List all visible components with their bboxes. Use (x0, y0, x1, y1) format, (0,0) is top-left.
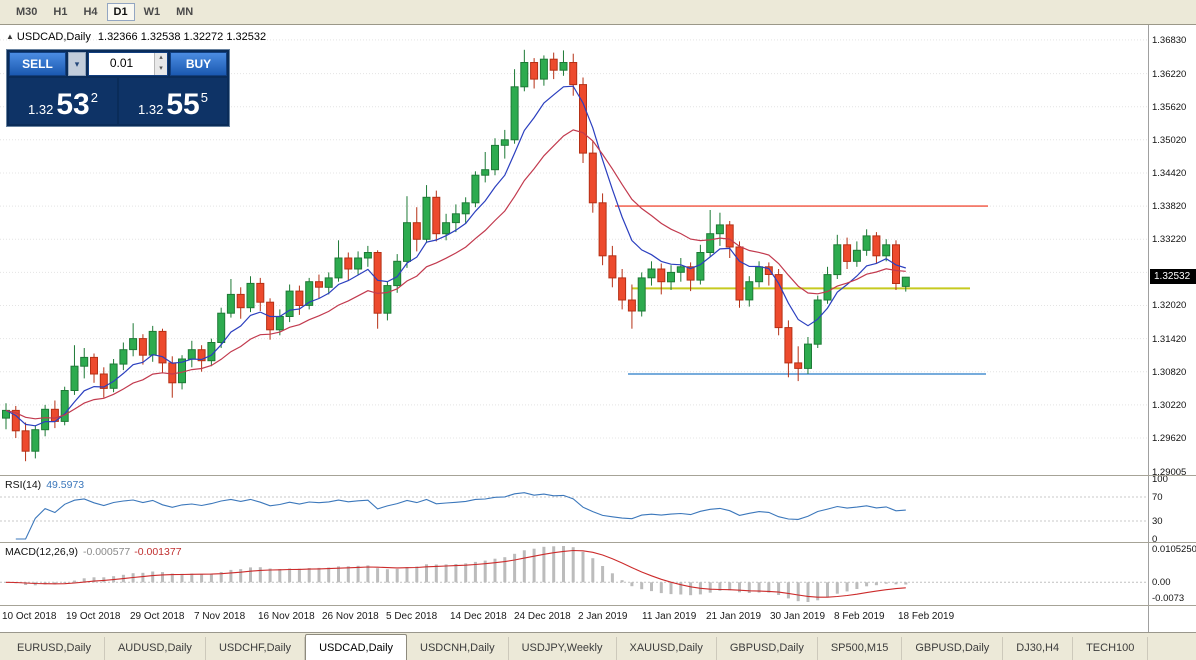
lot-size-field[interactable]: 0.01 ▴ ▾ (88, 52, 168, 76)
chart-tab-xauusd-daily[interactable]: XAUUSD,Daily (617, 637, 717, 660)
rsi-label: RSI(14) 49.5973 (5, 479, 84, 491)
date-axis-label: 5 Dec 2018 (386, 611, 438, 622)
date-axis-label: 11 Jan 2019 (642, 611, 697, 622)
chart-tab-gbpusd-daily[interactable]: GBPUSD,Daily (902, 637, 1004, 660)
chart-tab-usdjpy-weekly[interactable]: USDJPY,Weekly (509, 637, 617, 660)
timeframe-toolbar: M30 H1 H4 D1 W1 MN (0, 0, 1196, 25)
sell-price-big-figure: 1.32 (28, 101, 54, 117)
macd-canvas[interactable] (0, 543, 1148, 605)
date-axis-label: 10 Oct 2018 (2, 611, 57, 622)
chart-tab-audusd-daily[interactable]: AUDUSD,Daily (105, 637, 206, 660)
chart-tab-usdcad-daily[interactable]: USDCAD,Daily (305, 634, 408, 660)
price-axis-min-label: 1.29005 (1152, 466, 1187, 478)
macd-label: MACD(12,26,9) -0.000577 -0.001377 (5, 546, 182, 558)
date-axis-label: 2 Jan 2019 (578, 611, 628, 622)
spinner-down-icon[interactable]: ▾ (155, 64, 167, 75)
date-axis-label: 24 Dec 2018 (514, 611, 571, 622)
price-axis-label: 1.29620 (1152, 433, 1187, 444)
date-axis[interactable]: 10 Oct 2018 19 Oct 2018 29 Oct 2018 7 Nov 2… (0, 606, 1148, 632)
rsi-axis-label: 70 (1152, 492, 1163, 503)
price-axis-label: 1.34420 (1152, 167, 1187, 179)
buy-price-fraction: 5 (200, 90, 208, 105)
chart-header: ▲ USDCAD,Daily 1.32366 1.32538 1.32272 1.3… (6, 31, 266, 43)
chart-tab-usdchf-daily[interactable]: USDCHF,Daily (206, 637, 306, 660)
price-axis-label: 1.30220 (1152, 399, 1187, 411)
spinner-up-icon[interactable]: ▴ (155, 53, 167, 64)
date-axis-label: 21 Jan 2019 (706, 611, 762, 622)
chart-tab-dj30-h4[interactable]: DJ30,H4 (1003, 637, 1074, 660)
buy-price-pips: 55 (166, 88, 200, 121)
chart-tab-sp500-m15[interactable]: SP500,M15 (818, 637, 903, 660)
date-axis-label: 30 Jan 2019 (770, 611, 826, 622)
sell-price-pips: 53 (56, 88, 90, 121)
price-axis-label: 1.35620 (1152, 101, 1187, 113)
macd-main-value: -0.000577 (82, 546, 131, 558)
timeframe-button-h4[interactable]: H4 (76, 3, 104, 21)
main-chart-pane[interactable]: ▲ USDCAD,Daily 1.32366 1.32538 1.32272 1.3… (0, 25, 1148, 475)
date-axis-label: 7 Nov 2018 (194, 611, 246, 622)
date-axis-label: 29 Oct 2018 (130, 611, 185, 622)
rsi-axis-label: 100 (1152, 474, 1168, 485)
date-axis-label: 14 Dec 2018 (450, 611, 507, 622)
sell-price-display[interactable]: 1.32 53 2 (9, 78, 117, 124)
rsi-value: 49.5973 (46, 479, 85, 491)
order-options-button[interactable]: ▾ (68, 52, 86, 76)
macd-axis-zero-label: 0.00 (1152, 577, 1171, 589)
pane-divider[interactable] (0, 475, 1196, 476)
main-chart-canvas[interactable] (0, 25, 1148, 475)
chart-tabs: EURUSD,Daily AUDUSD,Daily USDCHF,Daily USDC… (0, 632, 1196, 660)
timeframe-button-m30[interactable]: M30 (9, 3, 44, 21)
date-axis-label: 18 Feb 2019 (898, 611, 955, 622)
macd-pane[interactable]: MACD(12,26,9) -0.000577 -0.001377 (0, 543, 1148, 605)
chart-tab-gbpusd-daily[interactable]: GBPUSD,Daily (717, 637, 818, 660)
macd-axis-bottom-label: -0.0073 (1152, 593, 1185, 604)
timeframe-button-h1[interactable]: H1 (46, 3, 74, 21)
price-axis-label: 1.33820 (1152, 201, 1187, 213)
macd-axis-top-label: 0.0105250 (1152, 544, 1196, 555)
date-axis-label: 8 Feb 2019 (834, 611, 885, 622)
macd-name: MACD(12,26,9) (5, 546, 78, 558)
rsi-canvas[interactable] (0, 476, 1148, 542)
rsi-axis-label: 30 (1152, 516, 1163, 527)
lot-size-value: 0.01 (109, 56, 134, 70)
rsi-pane[interactable]: RSI(14) 49.5973 (0, 476, 1148, 542)
buy-button[interactable]: BUY (170, 52, 227, 76)
date-axis-label: 16 Nov 2018 (258, 611, 315, 622)
macd-signal-value: -0.001377 (134, 546, 182, 558)
current-price-badge: 1.32532 (1150, 269, 1196, 285)
date-axis-label: 19 Oct 2018 (66, 611, 121, 622)
price-axis-label: 1.30820 (1152, 366, 1187, 378)
one-click-trade-panel: SELL ▾ 0.01 ▴ ▾ BUY 1.32 53 2 1.32 55 5 (6, 49, 230, 127)
sell-price-fraction: 2 (90, 90, 98, 105)
price-axis-label: 1.36220 (1152, 68, 1187, 80)
pane-divider[interactable] (0, 605, 1196, 606)
chart-window: ▲ USDCAD,Daily 1.32366 1.32538 1.32272 1.3… (0, 25, 1196, 632)
chevron-down-icon: ▾ (74, 58, 80, 69)
chart-tab-usdcnh-daily[interactable]: USDCNH,Daily (407, 637, 509, 660)
price-axis-label: 1.33220 (1152, 234, 1187, 246)
chart-tab-tech100[interactable]: TECH100 (1073, 637, 1149, 660)
buy-price-display[interactable]: 1.32 55 5 (119, 78, 227, 124)
price-axis-label: 1.32020 (1152, 300, 1187, 312)
chart-tab-eurusd-daily[interactable]: EURUSD,Daily (4, 637, 105, 660)
price-axis-label: 1.31420 (1152, 333, 1187, 345)
price-axis-label: 1.36830 (1152, 34, 1187, 46)
timeframe-button-w1[interactable]: W1 (137, 3, 168, 21)
timeframe-button-d1[interactable]: D1 (106, 3, 135, 21)
chart-ohlc-values: 1.32366 1.32538 1.32272 1.32532 (97, 31, 267, 43)
price-axis[interactable]: 1.32532 1.36830 1.36220 1.35620 1.35020 1.34… (1148, 25, 1196, 632)
chart-title: USDCAD,Daily (16, 31, 91, 43)
date-axis-label: 26 Nov 2018 (322, 611, 379, 622)
buy-price-big-figure: 1.32 (138, 101, 164, 117)
rsi-axis-label: 0 (1152, 534, 1158, 545)
price-axis-label: 1.35020 (1152, 134, 1187, 146)
lot-spinner: ▴ ▾ (154, 53, 167, 75)
rsi-name: RSI(14) (5, 479, 42, 491)
trade-prices-row: 1.32 53 2 1.32 55 5 (9, 78, 227, 124)
pane-divider[interactable] (0, 542, 1196, 543)
timeframe-button-mn[interactable]: MN (169, 3, 200, 21)
chart-icon: ▲ (6, 32, 14, 41)
trade-controls-row: SELL ▾ 0.01 ▴ ▾ BUY (9, 52, 227, 76)
sell-button[interactable]: SELL (9, 52, 66, 76)
